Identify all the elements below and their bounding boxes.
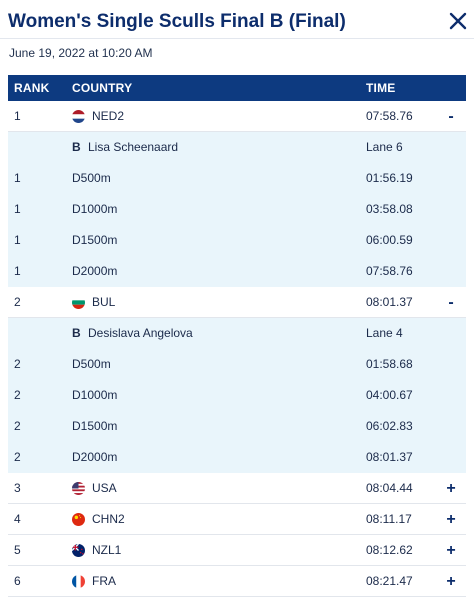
expand-row-button[interactable]: + bbox=[446, 573, 456, 590]
split-time: 06:02.83 bbox=[366, 419, 413, 433]
split-distance: D2000m bbox=[72, 450, 118, 464]
split-distance: D1000m bbox=[72, 202, 118, 216]
split-time: 01:58.68 bbox=[366, 357, 413, 371]
table-header: RANK COUNTRY TIME bbox=[8, 75, 466, 101]
split-rank: 1 bbox=[14, 233, 21, 247]
split-time: 08:01.37 bbox=[366, 450, 413, 464]
rank-cell: 1 bbox=[14, 109, 21, 123]
split-time: 07:58.76 bbox=[366, 264, 413, 278]
china-flag-icon bbox=[72, 513, 85, 526]
lane-cell: Lane 4 bbox=[366, 326, 403, 340]
expand-row-button[interactable]: + bbox=[446, 480, 456, 497]
rank-cell: 3 bbox=[14, 481, 21, 495]
athlete-row: B Desislava Angelova Lane 4 bbox=[8, 318, 466, 349]
split-distance: D1000m bbox=[72, 388, 118, 402]
split-distance: D1500m bbox=[72, 419, 118, 433]
lane-cell: Lane 6 bbox=[366, 140, 403, 154]
collapse-row-button[interactable]: - bbox=[448, 294, 454, 311]
split-distance: D500m bbox=[72, 171, 111, 185]
time-cell: 08:11.17 bbox=[366, 512, 412, 526]
rank-cell: 6 bbox=[14, 574, 21, 588]
split-row: 1 D1000m 03:58.08 bbox=[8, 194, 466, 225]
expand-row-button[interactable]: + bbox=[446, 542, 456, 559]
time-cell: 08:21.47 bbox=[366, 574, 413, 588]
country-code: NED2 bbox=[92, 109, 125, 123]
country-code: NZL1 bbox=[92, 543, 122, 557]
athlete-name: Desislava Angelova bbox=[88, 326, 193, 340]
split-row: 2 D1000m 04:00.67 bbox=[8, 380, 466, 411]
split-rank: 2 bbox=[14, 388, 21, 402]
column-header-rank: RANK bbox=[14, 81, 50, 95]
column-header-country: COUNTRY bbox=[72, 81, 133, 95]
table-row[interactable]: 5 NZL1 08:12.62 + bbox=[8, 535, 466, 566]
header-divider bbox=[0, 38, 474, 39]
time-cell: 08:12.62 bbox=[366, 543, 413, 557]
athlete-name: Lisa Scheenaard bbox=[88, 140, 179, 154]
split-time: 03:58.08 bbox=[366, 202, 413, 216]
country-code: CHN2 bbox=[92, 512, 125, 526]
country-code: FRA bbox=[92, 574, 116, 588]
table-row[interactable]: 6 FRA 08:21.47 + bbox=[8, 566, 466, 597]
close-icon bbox=[449, 12, 467, 30]
rank-cell: 4 bbox=[14, 512, 21, 526]
bulgaria-flag-icon bbox=[72, 296, 85, 309]
split-row: 1 D500m 01:56.19 bbox=[8, 163, 466, 194]
split-row: 1 D1500m 06:00.59 bbox=[8, 225, 466, 256]
split-rank: 2 bbox=[14, 357, 21, 371]
modal-header: Women's Single Sculls Final B (Final) bbox=[0, 0, 474, 40]
split-rank: 2 bbox=[14, 419, 21, 433]
race-datetime: June 19, 2022 at 10:20 AM bbox=[9, 46, 153, 60]
split-distance: D500m bbox=[72, 357, 111, 371]
results-table: RANK COUNTRY TIME 1 NED2 07:58.76 - B Li… bbox=[8, 75, 466, 597]
france-flag-icon bbox=[72, 575, 85, 588]
split-rank: 1 bbox=[14, 264, 21, 278]
rank-cell: 2 bbox=[14, 295, 21, 309]
expand-row-button[interactable]: + bbox=[446, 511, 456, 528]
split-row: 1 D2000m 07:58.76 bbox=[8, 256, 466, 287]
time-cell: 08:01.37 bbox=[366, 295, 413, 309]
table-row[interactable]: 3 USA 08:04.44 + bbox=[8, 473, 466, 504]
page-title: Women's Single Sculls Final B (Final) bbox=[8, 11, 346, 32]
split-row: 2 D1500m 06:02.83 bbox=[8, 411, 466, 442]
split-distance: D2000m bbox=[72, 264, 118, 278]
split-rank: 1 bbox=[14, 202, 21, 216]
netherlands-flag-icon bbox=[72, 110, 85, 123]
split-distance: D1500m bbox=[72, 233, 118, 247]
split-row: 2 D500m 01:58.68 bbox=[8, 349, 466, 380]
rank-cell: 5 bbox=[14, 543, 21, 557]
boat-position: B bbox=[72, 140, 81, 154]
split-time: 06:00.59 bbox=[366, 233, 413, 247]
country-code: BUL bbox=[92, 295, 116, 309]
country-code: USA bbox=[92, 481, 117, 495]
table-body: 1 NED2 07:58.76 - B Lisa Scheenaard Lane… bbox=[8, 101, 466, 597]
time-cell: 07:58.76 bbox=[366, 109, 413, 123]
column-header-time: TIME bbox=[366, 81, 396, 95]
split-rank: 2 bbox=[14, 450, 21, 464]
table-row[interactable]: 4 CHN2 08:11.17 + bbox=[8, 504, 466, 535]
split-row: 2 D2000m 08:01.37 bbox=[8, 442, 466, 473]
split-time: 04:00.67 bbox=[366, 388, 413, 402]
boat-position: B bbox=[72, 326, 81, 340]
table-row[interactable]: 1 NED2 07:58.76 - bbox=[8, 101, 466, 132]
split-rank: 1 bbox=[14, 171, 21, 185]
table-row[interactable]: 2 BUL 08:01.37 - bbox=[8, 287, 466, 318]
time-cell: 08:04.44 bbox=[366, 481, 413, 495]
split-time: 01:56.19 bbox=[366, 171, 413, 185]
collapse-row-button[interactable]: - bbox=[448, 108, 454, 125]
usa-flag-icon bbox=[72, 482, 85, 495]
close-button[interactable] bbox=[448, 11, 468, 31]
athlete-row: B Lisa Scheenaard Lane 6 bbox=[8, 132, 466, 163]
new-zealand-flag-icon bbox=[72, 544, 85, 557]
